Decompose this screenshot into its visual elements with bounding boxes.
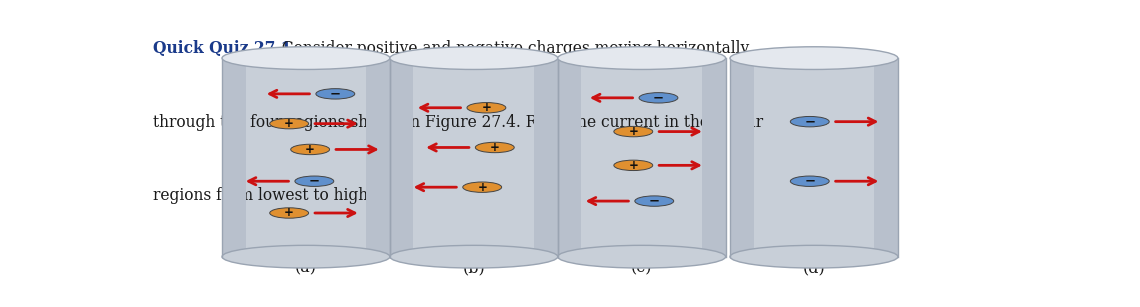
FancyBboxPatch shape — [222, 58, 245, 257]
Circle shape — [316, 89, 355, 99]
Text: +: + — [481, 101, 491, 114]
Text: −: − — [653, 91, 663, 104]
Circle shape — [790, 116, 829, 127]
Circle shape — [475, 142, 514, 153]
Circle shape — [463, 182, 502, 192]
FancyBboxPatch shape — [535, 58, 557, 257]
Text: −: − — [329, 87, 341, 100]
FancyBboxPatch shape — [557, 58, 581, 257]
Text: −: − — [309, 175, 320, 188]
Circle shape — [640, 93, 678, 103]
Text: +: + — [284, 117, 294, 130]
Circle shape — [270, 208, 309, 218]
Text: +: + — [284, 207, 294, 220]
Circle shape — [613, 126, 653, 137]
Text: +: + — [478, 181, 487, 194]
FancyBboxPatch shape — [730, 58, 898, 257]
Circle shape — [295, 176, 334, 186]
Circle shape — [790, 176, 829, 186]
Text: +: + — [490, 141, 499, 154]
Ellipse shape — [390, 245, 557, 268]
Text: (d): (d) — [803, 259, 825, 277]
Circle shape — [613, 160, 653, 171]
Circle shape — [467, 103, 506, 113]
Text: (a): (a) — [295, 259, 317, 277]
Ellipse shape — [390, 47, 557, 69]
Circle shape — [291, 144, 329, 155]
FancyBboxPatch shape — [557, 58, 725, 257]
Text: −: − — [804, 175, 815, 188]
FancyBboxPatch shape — [730, 58, 754, 257]
Text: regions from lowest to highest.: regions from lowest to highest. — [153, 187, 397, 204]
FancyBboxPatch shape — [702, 58, 725, 257]
Text: +: + — [306, 143, 315, 156]
Circle shape — [270, 119, 309, 129]
Ellipse shape — [730, 245, 898, 268]
Text: +: + — [628, 159, 638, 172]
Text: (c): (c) — [630, 259, 652, 277]
Ellipse shape — [557, 47, 726, 69]
Text: Quick Quiz 27.1: Quick Quiz 27.1 — [153, 41, 292, 57]
Ellipse shape — [557, 245, 726, 268]
Text: through the four regions shown in Figure 27.4. Rank the current in these four: through the four regions shown in Figure… — [153, 114, 763, 131]
FancyBboxPatch shape — [366, 58, 390, 257]
Text: +: + — [628, 125, 638, 138]
FancyBboxPatch shape — [222, 58, 390, 257]
FancyBboxPatch shape — [390, 58, 557, 257]
FancyBboxPatch shape — [874, 58, 898, 257]
FancyBboxPatch shape — [390, 58, 414, 257]
Ellipse shape — [222, 47, 390, 69]
Text: Consider positive and negative charges moving horizontally: Consider positive and negative charges m… — [272, 41, 750, 57]
Text: −: − — [649, 195, 660, 208]
Text: (b): (b) — [463, 259, 486, 277]
Circle shape — [635, 196, 674, 206]
Ellipse shape — [222, 245, 390, 268]
Text: −: − — [804, 115, 815, 128]
Ellipse shape — [730, 47, 898, 69]
